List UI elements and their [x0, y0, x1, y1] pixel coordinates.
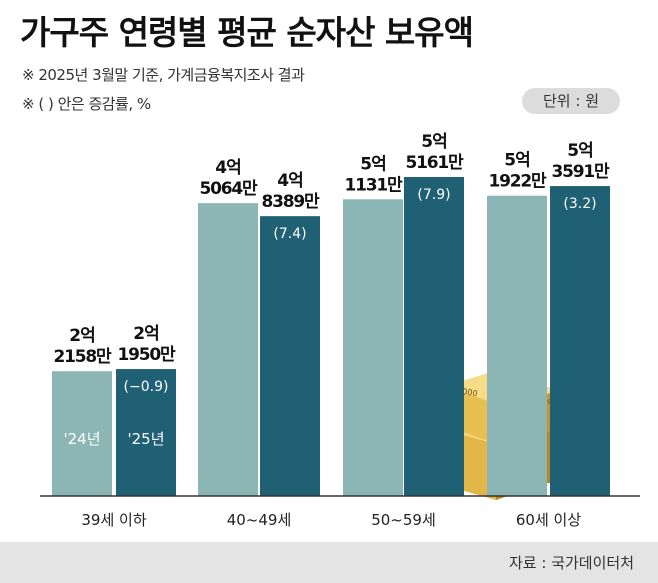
bar-2024-0 [52, 371, 112, 496]
value-label-eok: 5억 [567, 141, 592, 161]
x-tick-label: 60세 이상 [516, 511, 581, 529]
value-label-eok: 5억 [360, 154, 385, 174]
value-label-man: 5161만 [406, 153, 465, 173]
value-label-eok: 5억 [421, 132, 446, 152]
bar-2025-1 [260, 216, 320, 496]
value-label-eok: 5억 [504, 151, 529, 171]
value-label-man: 1950만 [118, 345, 177, 365]
value-label-man: 2158만 [54, 347, 113, 367]
bar-2025-3 [550, 186, 610, 497]
value-label-eok: 2억 [133, 324, 158, 344]
value-label-man: 1922만 [489, 172, 548, 192]
value-label-man: 3591만 [552, 162, 611, 182]
bar-chart: 50000 50000 50000 50000 2억2158만4억5064만5억… [40, 132, 640, 529]
change-rate-label: (7.4) [273, 226, 306, 242]
value-label-man: 5064만 [200, 179, 259, 199]
bar-2025-0 [116, 369, 176, 496]
change-rate-label: (−0.9) [124, 379, 169, 395]
change-rate-label: (7.9) [417, 187, 450, 203]
value-label-eok: 4억 [215, 158, 240, 178]
legend-year-label: '25년 [127, 430, 164, 448]
source-text: 자료 : 국가데이터처 [509, 554, 634, 572]
change-rate-label: (3.2) [563, 196, 596, 212]
x-tick-label: 39세 이하 [81, 511, 146, 529]
value-label-eok: 2억 [69, 326, 94, 346]
value-label-eok: 4억 [277, 171, 302, 191]
note-base-date: ※ 2025년 3월말 기준, 가계금융복지조사 결과 [22, 66, 305, 84]
x-tick-label: 50~59세 [371, 511, 436, 529]
bar-2025-2 [404, 177, 464, 496]
note-change-rate: ※ ( ) 안은 증감률, % [22, 95, 151, 113]
chart-title: 가구주 연령별 평균 순자산 보유액 [20, 13, 474, 52]
x-tick-label: 40~49세 [227, 511, 292, 529]
unit-badge: 단위 : 원 [522, 88, 620, 114]
value-label-man: 1131만 [345, 175, 404, 195]
value-label-man: 8389만 [262, 192, 321, 212]
legend-year-label: '24년 [63, 430, 100, 448]
bar-2024-2 [343, 199, 403, 496]
bar-2024-1 [198, 203, 258, 496]
footer-bar: 자료 : 국가데이터처 [0, 542, 658, 583]
bar-2024-3 [487, 195, 547, 497]
